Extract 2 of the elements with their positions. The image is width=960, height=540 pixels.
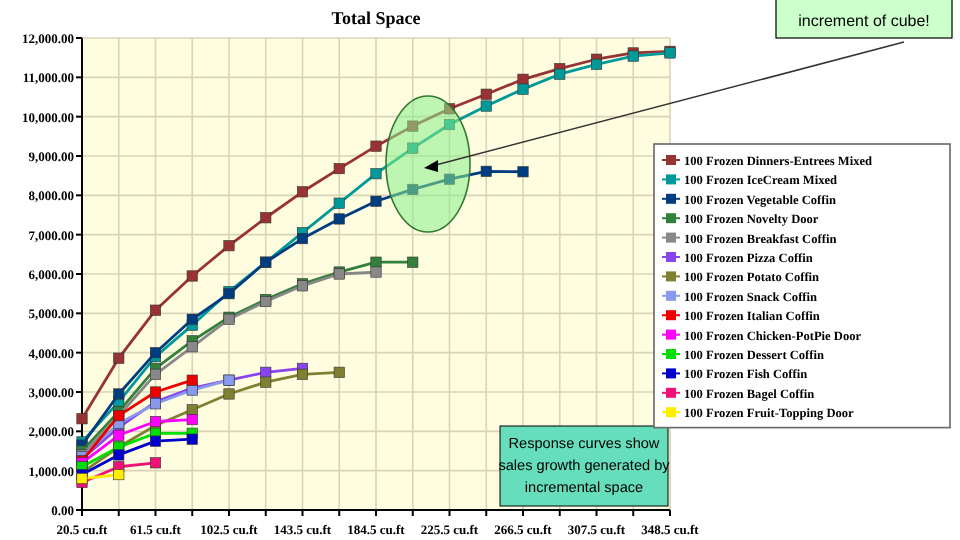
chart-title: Total Space	[331, 8, 421, 28]
text: increment of cube!	[798, 12, 930, 30]
